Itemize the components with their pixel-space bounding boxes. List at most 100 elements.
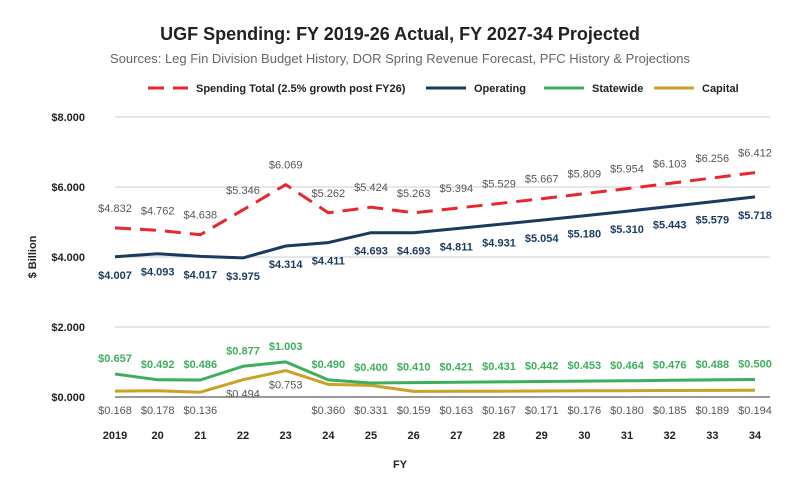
x-tick-label: 20 bbox=[152, 430, 164, 442]
y-axis-ticks: $0.000 $2.000 $4.000 $6.000 $8.000 bbox=[51, 112, 85, 404]
data-label: $5.954 bbox=[610, 164, 644, 176]
data-label: $0.410 bbox=[397, 362, 431, 374]
data-label: $0.168 bbox=[98, 405, 132, 417]
data-label: $5.262 bbox=[312, 188, 346, 200]
data-label: $0.490 bbox=[312, 359, 346, 371]
data-label: $4.931 bbox=[482, 237, 516, 249]
data-label: $0.486 bbox=[184, 359, 218, 371]
data-label: $1.003 bbox=[269, 341, 303, 353]
data-label: $0.494 bbox=[226, 389, 260, 401]
data-label: $5.180 bbox=[568, 229, 602, 241]
data-label: $4.762 bbox=[141, 205, 175, 217]
x-tick-label: 24 bbox=[322, 430, 335, 442]
data-label: $4.693 bbox=[354, 246, 388, 258]
x-tick-label: 28 bbox=[493, 430, 505, 442]
data-label: $0.360 bbox=[312, 405, 346, 417]
data-label: $4.007 bbox=[98, 270, 132, 282]
y-axis-title: $ Billion bbox=[27, 235, 39, 278]
data-label: $0.136 bbox=[184, 405, 218, 417]
data-label: $0.167 bbox=[482, 405, 516, 417]
data-label: $6.412 bbox=[738, 148, 772, 160]
data-label: $0.189 bbox=[696, 405, 730, 417]
data-label: $0.185 bbox=[653, 405, 687, 417]
x-tick-label: 25 bbox=[365, 430, 377, 442]
x-axis-ticks: 2019 20 21 22 23 24 25 26 27 28 29 30 31 32 33 34 bbox=[103, 430, 762, 442]
data-label: $0.500 bbox=[738, 359, 772, 371]
data-label: $0.171 bbox=[525, 405, 559, 417]
legend-label: Capital bbox=[702, 83, 739, 95]
legend-label: Operating bbox=[474, 83, 526, 95]
data-label: $5.263 bbox=[397, 188, 431, 200]
x-tick-label: 33 bbox=[706, 430, 718, 442]
data-label: $4.411 bbox=[312, 256, 345, 268]
x-tick-label: 22 bbox=[237, 430, 249, 442]
data-label: $0.431 bbox=[482, 361, 516, 373]
data-label: $0.194 bbox=[738, 405, 772, 417]
data-label: $0.453 bbox=[568, 360, 602, 372]
data-label: $4.832 bbox=[98, 203, 132, 215]
x-tick-label: 26 bbox=[408, 430, 420, 442]
x-axis-title: FY bbox=[393, 459, 408, 471]
data-label: $5.346 bbox=[226, 185, 260, 197]
chart-title: UGF Spending: FY 2019-26 Actual, FY 2027… bbox=[160, 24, 640, 44]
x-tick-label: 21 bbox=[194, 430, 206, 442]
data-label: $0.657 bbox=[98, 353, 132, 365]
data-labels: $4.832 $4.762 $4.638 $5.346 $6.069 $5.262 $5.4… bbox=[98, 148, 772, 417]
data-label: $4.811 bbox=[440, 242, 473, 254]
data-label: $5.579 bbox=[696, 215, 730, 227]
y-tick-label: $2.000 bbox=[51, 322, 85, 334]
data-label: $0.421 bbox=[440, 361, 474, 373]
data-label: $5.310 bbox=[610, 224, 644, 236]
series-lines bbox=[114, 171, 756, 394]
legend-label: Spending Total (2.5% growth post FY26) bbox=[196, 83, 406, 95]
data-label: $0.442 bbox=[525, 361, 559, 373]
y-tick-label: $8.000 bbox=[51, 112, 85, 124]
data-label: $5.424 bbox=[354, 182, 388, 194]
data-label: $0.488 bbox=[696, 359, 730, 371]
x-tick-label: 2019 bbox=[103, 430, 127, 442]
y-tick-label: $0.000 bbox=[51, 392, 85, 404]
data-label: $5.667 bbox=[525, 174, 559, 186]
data-label: $5.054 bbox=[525, 233, 560, 245]
x-tick-label: 27 bbox=[450, 430, 462, 442]
series-line-0 bbox=[114, 171, 756, 237]
legend: Spending Total (2.5% growth post FY26) Op… bbox=[148, 83, 739, 95]
legend-label: Statewide bbox=[592, 83, 643, 95]
data-label: $4.017 bbox=[184, 269, 218, 281]
data-label: $0.492 bbox=[141, 359, 175, 371]
x-tick-label: 30 bbox=[578, 430, 590, 442]
chart-subtitle: Sources: Leg Fin Division Budget History… bbox=[110, 51, 690, 66]
data-label: $4.693 bbox=[397, 246, 431, 258]
data-label: $0.180 bbox=[610, 405, 644, 417]
data-label: $0.163 bbox=[440, 405, 474, 417]
data-label: $5.394 bbox=[440, 183, 474, 195]
data-label: $0.178 bbox=[141, 405, 175, 417]
data-label: $0.400 bbox=[354, 362, 388, 374]
data-label: $5.443 bbox=[653, 219, 687, 231]
data-label: $4.093 bbox=[141, 267, 175, 279]
data-label: $4.314 bbox=[269, 259, 304, 271]
data-label: $6.256 bbox=[696, 153, 730, 165]
y-tick-label: $6.000 bbox=[51, 182, 85, 194]
series-line-3 bbox=[114, 369, 756, 394]
data-label: $6.069 bbox=[269, 160, 303, 172]
data-label: $3.975 bbox=[226, 271, 260, 283]
data-label: $0.877 bbox=[226, 345, 260, 357]
data-label: $0.476 bbox=[653, 359, 687, 371]
data-label: $5.529 bbox=[482, 178, 516, 190]
series-line-1 bbox=[114, 195, 756, 260]
y-tick-label: $4.000 bbox=[51, 252, 85, 264]
data-label: $0.464 bbox=[610, 360, 645, 372]
data-label: $5.718 bbox=[738, 210, 772, 222]
data-label: $0.159 bbox=[397, 405, 431, 417]
x-tick-label: 32 bbox=[664, 430, 676, 442]
data-label: $0.753 bbox=[269, 380, 303, 392]
x-tick-label: 23 bbox=[280, 430, 292, 442]
x-tick-label: 31 bbox=[621, 430, 633, 442]
data-label: $5.809 bbox=[568, 169, 602, 181]
data-label: $4.638 bbox=[184, 210, 218, 222]
data-label: $0.331 bbox=[354, 405, 388, 417]
series-line-2 bbox=[114, 360, 756, 385]
